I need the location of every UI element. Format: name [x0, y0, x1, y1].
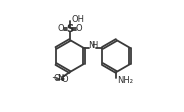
Text: O: O [61, 75, 68, 84]
Text: +: + [59, 74, 65, 80]
Text: S: S [66, 24, 73, 34]
Text: NH₂: NH₂ [117, 76, 133, 85]
Text: OH: OH [72, 15, 84, 24]
Text: H: H [91, 41, 97, 50]
Text: O: O [53, 74, 60, 83]
Text: O: O [58, 24, 64, 33]
Text: O: O [75, 24, 82, 33]
Text: N: N [57, 74, 64, 83]
Text: −: − [51, 74, 58, 83]
Text: N: N [88, 41, 94, 50]
